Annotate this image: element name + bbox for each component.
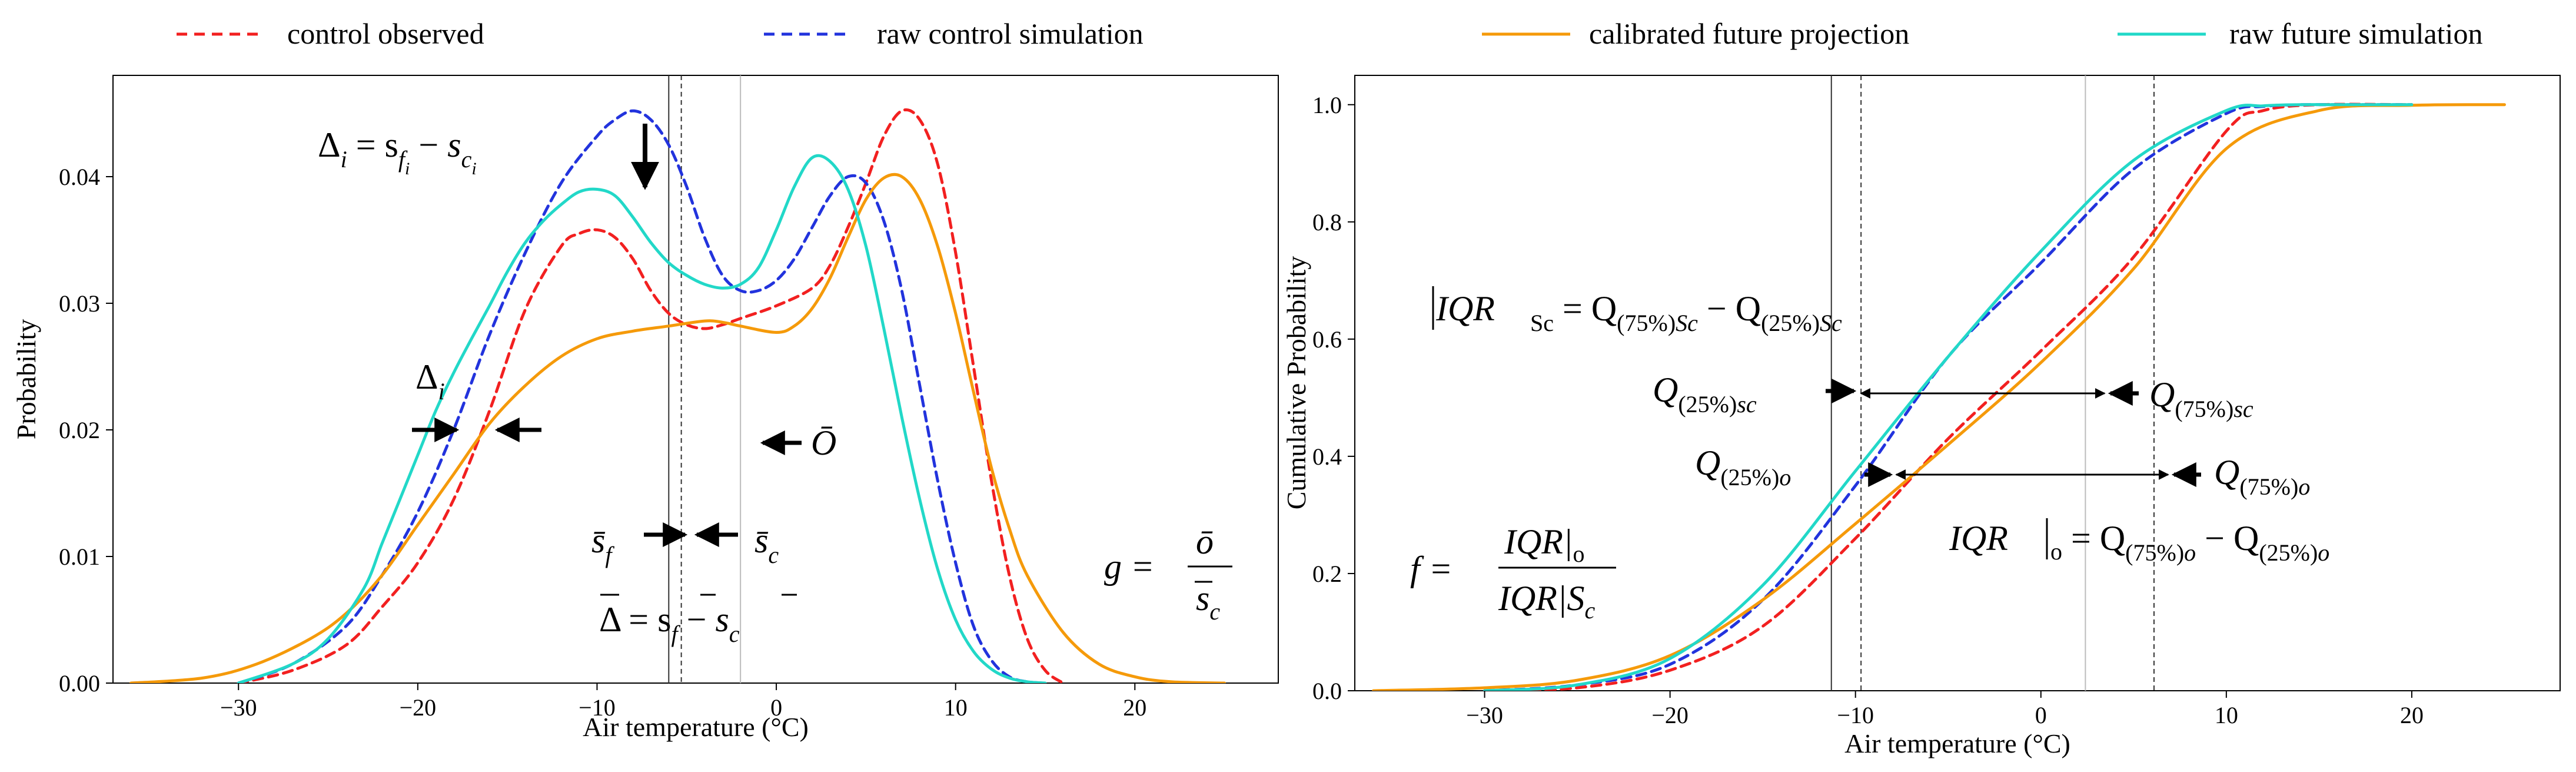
svg-text:Δi = sfi − sci: Δi = sfi − sci — [318, 125, 477, 178]
annotation-sf: s̄f — [591, 521, 614, 568]
right-x-tick-label: −20 — [1651, 702, 1688, 728]
svg-text:s̄c: s̄c — [754, 521, 779, 568]
right-x-tick-label: 20 — [2400, 702, 2424, 728]
legend-label-raw-future-simulation: raw future simulation — [2229, 17, 2482, 50]
left-y-tick-label: 0.01 — [59, 544, 100, 570]
right-series-calibrated-future-projection — [1372, 103, 2506, 691]
left-y-tick-label: 0.04 — [59, 164, 100, 190]
svg-text:Δ = sf − sc: Δ = sf − sc — [599, 600, 740, 647]
svg-text:IQR|o: IQR|o — [1504, 522, 1584, 567]
right-y-tick-label: 0.6 — [1312, 326, 1342, 353]
svg-text:Δi: Δi — [416, 357, 445, 405]
right-y-tick-label: 1.0 — [1312, 92, 1342, 118]
left-plot-frame — [112, 75, 1279, 684]
right-plot-frame — [1354, 75, 2561, 691]
left-x-tick-label: −10 — [579, 694, 616, 721]
left-x-tick-label: −20 — [400, 694, 437, 721]
annotation-delta-i-small: Δi — [416, 357, 445, 405]
right-x-tick-label: 0 — [2035, 702, 2047, 728]
left-y-tick-label: 0.00 — [59, 670, 100, 697]
legend-label-raw-control-simulation: raw control simulation — [877, 17, 1144, 50]
right-series-control-observed — [1483, 102, 2414, 691]
right-series-raw-control-simulation — [1483, 103, 2414, 691]
right-y-tick-label: 0.4 — [1312, 443, 1342, 470]
right-x-tick-label: 10 — [2215, 702, 2238, 728]
right-x-axis-label: Air temperature (°C) — [1844, 728, 2070, 758]
right-panel-cdf: −30 −20 −10 0 10 20 0.0 0.2 0.4 0.6 0.8 1.0 Air te… — [1281, 75, 2561, 758]
svg-text:s̄f: s̄f — [591, 521, 614, 568]
annotation-q25-o: Q(25%)o — [1695, 443, 1791, 491]
legend-label-calibrated-future-projection: calibrated future projection — [1589, 17, 1909, 50]
left-x-axis-label: Air temperature (°C) — [583, 712, 809, 742]
svg-text:sc: sc — [1196, 579, 1220, 625]
left-x-tick-label: −30 — [220, 694, 257, 721]
svg-text:o = Q(75%)o − Q(25%)o: o = Q(75%)o − Q(25%)o — [2050, 519, 2329, 566]
left-x-tick-label: 20 — [1123, 694, 1146, 721]
annotation-f-equation: f = IQR|o IQR|Sc — [1410, 522, 1616, 624]
annotation-iqr-o-equation: IQR o = Q(75%)o − Q(25%)o — [1949, 518, 2329, 566]
annotation-q25-sc: Q(25%)sc — [1653, 370, 1757, 418]
left-series-raw-future-simulation — [237, 154, 1047, 683]
svg-text:IQR|Sc: IQR|Sc — [1498, 579, 1595, 624]
right-y-tick-label: 0.0 — [1312, 678, 1342, 704]
left-y-axis-label: Probability — [11, 319, 41, 439]
svg-text:IQR: IQR — [1435, 289, 1495, 328]
annotation-sc: s̄c — [754, 521, 779, 568]
right-y-axis-label: Cumulative Probability — [1281, 256, 1311, 510]
annotation-iqr-sc-equation: IQR Sc = Q(75%)Sc − Q(25%)Sc — [1432, 286, 1842, 336]
svg-text:Sc = Q(75%)Sc − Q(25%)Sc: Sc = Q(75%)Sc − Q(25%)Sc — [1530, 289, 1842, 336]
annotation-q75-sc: Q(75%)sc — [2149, 375, 2253, 422]
left-x-tick-label: 10 — [944, 694, 968, 721]
right-y-tick-label: 0.2 — [1312, 561, 1342, 587]
annotation-delta-bar-equation: Δ = sf − sc — [599, 594, 797, 647]
left-series-raw-control-simulation — [237, 109, 1047, 683]
annotation-g-equation: g = ō sc — [1104, 522, 1232, 625]
left-y-tick-label: 0.02 — [59, 417, 100, 443]
svg-text:f =: f = — [1410, 549, 1452, 588]
right-series-raw-future-simulation — [1483, 103, 2414, 691]
right-y-tick-label: 0.8 — [1312, 209, 1342, 236]
annotation-delta-i-equation: Δi = sfi − sci — [318, 125, 477, 178]
annotation-o-bar: Ō — [811, 423, 836, 462]
left-x-tick-label: 0 — [770, 694, 782, 721]
left-panel-pdf: −30 −20 −10 0 10 20 0.00 0.01 0.02 0.03 0.04 Air … — [11, 75, 1279, 742]
svg-text:ō: ō — [1196, 522, 1214, 561]
annotation-q75-o: Q(75%)o — [2214, 453, 2310, 500]
left-y-tick-label: 0.03 — [59, 290, 100, 317]
right-x-tick-label: −30 — [1466, 702, 1503, 728]
svg-text:g =: g = — [1104, 547, 1155, 586]
legend-label-control-observed: control observed — [287, 17, 484, 50]
legend: control observed raw control simulation … — [177, 17, 2482, 50]
svg-text:IQR: IQR — [1949, 519, 2008, 558]
right-x-tick-label: −10 — [1837, 702, 1874, 728]
left-series-calibrated-future-projection — [129, 173, 1226, 683]
